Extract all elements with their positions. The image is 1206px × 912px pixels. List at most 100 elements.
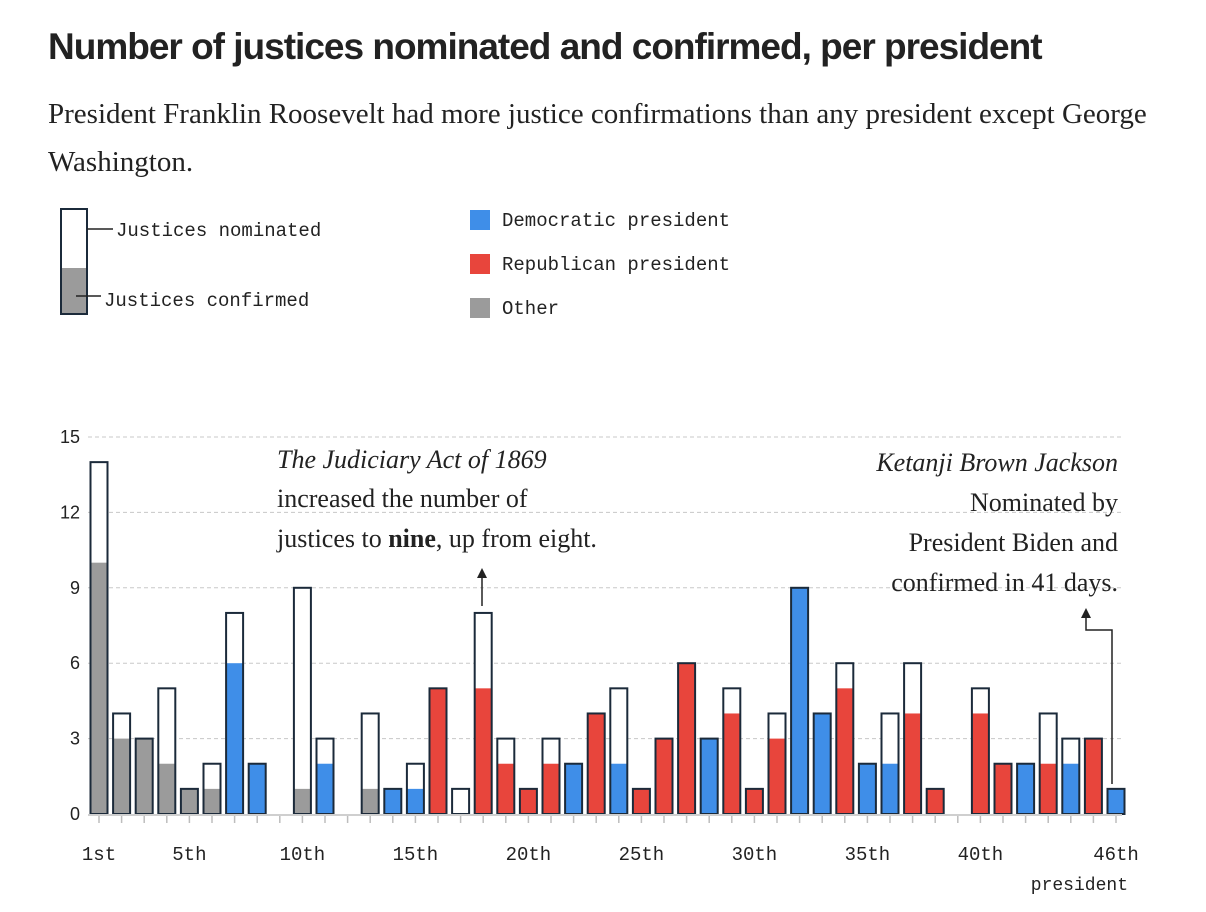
- party-legend: Democratic president Republican president…: [470, 210, 730, 320]
- bar-president-18: [473, 611, 493, 816]
- bar-president-44: [1061, 737, 1081, 815]
- legend-label-D: Democratic president: [502, 210, 730, 232]
- bar-president-25: [631, 787, 651, 815]
- bar-confirmed-16: [429, 688, 447, 814]
- bar-president-4: [157, 687, 177, 815]
- y-tick-label-3: 3: [70, 729, 80, 749]
- bar-confirmed-25: [632, 788, 650, 814]
- x-tick-label-1: 1st: [82, 844, 116, 866]
- y-tick-label-9: 9: [70, 578, 80, 598]
- legend-swatch-O: [470, 298, 490, 318]
- x-axis-label: president: [1031, 876, 1128, 896]
- bar-president-42: [1016, 762, 1036, 816]
- bar-nominated-10: [293, 587, 311, 814]
- bar-president-2: [112, 712, 132, 816]
- bar-president-7: [225, 611, 245, 816]
- bar-confirmed-28: [700, 738, 718, 814]
- bar-confirmed-3: [135, 738, 153, 814]
- y-tick-label-6: 6: [70, 653, 80, 673]
- bar-confirmed-2: [113, 738, 131, 814]
- bar-president-34: [835, 662, 855, 816]
- bar-confirmed-31: [768, 738, 786, 814]
- bar-president-29: [722, 687, 742, 815]
- bar-president-22: [564, 762, 584, 816]
- bar-president-8: [247, 762, 267, 816]
- annotation-judiciary-line2: increased the number of: [277, 484, 528, 513]
- annotation-judiciary-arrowhead: [477, 568, 487, 578]
- annotation-judiciary-line3: justices to nine, up from eight.: [276, 524, 597, 553]
- bar-confirmed-40: [971, 713, 989, 814]
- bar-confirmed-10: [293, 788, 311, 814]
- annotation-kbj-line4: confirmed in 41 days.: [891, 568, 1118, 597]
- bar-confirmed-22: [565, 763, 583, 814]
- bar-confirmed-21: [542, 763, 560, 814]
- chart-title: Number of justices nominated and confirm…: [48, 26, 1043, 67]
- bar-nominated-17: [452, 788, 470, 814]
- x-tick-label-15: 15th: [393, 844, 439, 866]
- bar-confirmed-18: [474, 688, 492, 814]
- bar-president-30: [744, 787, 764, 815]
- legend-confirmed-label: Justices confirmed: [104, 290, 309, 312]
- x-tick-label-25: 25th: [619, 844, 665, 866]
- bar-president-1: [89, 461, 109, 815]
- bar-president-43: [1038, 712, 1058, 816]
- chart-subtitle: President Franklin Roosevelt had more ju…: [48, 98, 1147, 178]
- bar-confirmed-1: [90, 562, 108, 814]
- bar-confirmed-8: [248, 763, 266, 814]
- bar-confirmed-42: [1017, 763, 1035, 814]
- bar-confirmed-29: [723, 713, 741, 814]
- bar-president-20: [518, 787, 538, 815]
- bar-confirmed-43: [1039, 763, 1057, 814]
- x-tick-label-46: 46th: [1093, 844, 1139, 866]
- bar-president-33: [812, 712, 832, 816]
- bar-president-41: [993, 762, 1013, 816]
- legend-swatch-outline: [60, 208, 88, 315]
- bar-president-35: [857, 762, 877, 816]
- bar-president-28: [699, 737, 719, 815]
- bar-confirmed-15: [406, 788, 424, 814]
- y-tick-label-15: 15: [60, 427, 80, 447]
- bar-president-5: [179, 787, 199, 815]
- legend-swatch-R: [470, 254, 490, 274]
- x-tick-label-10: 10th: [280, 844, 326, 866]
- bar-president-15: [405, 762, 425, 816]
- x-tick-label-35: 35th: [845, 844, 891, 866]
- bar-confirmed-38: [926, 788, 944, 814]
- y-tick-label-0: 0: [70, 804, 80, 824]
- bar-confirmed-4: [158, 763, 176, 814]
- bar-confirmed-34: [836, 688, 854, 814]
- bar-confirmed-46: [1107, 788, 1125, 814]
- chart-grid: [88, 436, 1122, 740]
- bar-president-40: [970, 687, 990, 815]
- shape-legend: Justices nominated Justices confirmed: [60, 208, 321, 315]
- bar-president-17: [451, 787, 471, 815]
- bar-president-37: [903, 662, 923, 816]
- bar-confirmed-5: [180, 788, 198, 814]
- bar-president-45: [1083, 737, 1103, 815]
- bar-president-27: [677, 662, 697, 816]
- bar-confirmed-7: [226, 663, 244, 814]
- bar-president-36: [880, 712, 900, 816]
- annotation-kbj-arrow-line: [1085, 616, 1113, 784]
- bar-confirmed-24: [610, 763, 628, 814]
- bar-president-19: [496, 737, 516, 815]
- bar-president-26: [654, 737, 674, 815]
- bar-president-31: [767, 712, 787, 816]
- x-axis: president 1st 5th 10th 15th 20th 25th 30th 35th…: [82, 814, 1139, 896]
- bar-president-46: [1106, 787, 1126, 815]
- x-tick-label-20: 20th: [506, 844, 552, 866]
- bar-president-13: [360, 712, 380, 816]
- legend-swatch-D: [470, 210, 490, 230]
- y-tick-label-12: 12: [60, 502, 80, 522]
- bar-confirmed-13: [361, 788, 379, 814]
- annotation-kbj: Ketanji Brown Jackson Nominated by Presi…: [875, 448, 1118, 784]
- annotation-judiciary-line1: The Judiciary Act of 1869: [277, 445, 547, 474]
- annotation-kbj-line2: Nominated by: [970, 488, 1118, 517]
- bar-president-32: [790, 586, 810, 815]
- legend-label-R: Republican president: [502, 254, 730, 276]
- bar-confirmed-20: [519, 788, 537, 814]
- bar-confirmed-6: [203, 788, 221, 814]
- bar-confirmed-44: [1062, 763, 1080, 814]
- bar-confirmed-19: [497, 763, 515, 814]
